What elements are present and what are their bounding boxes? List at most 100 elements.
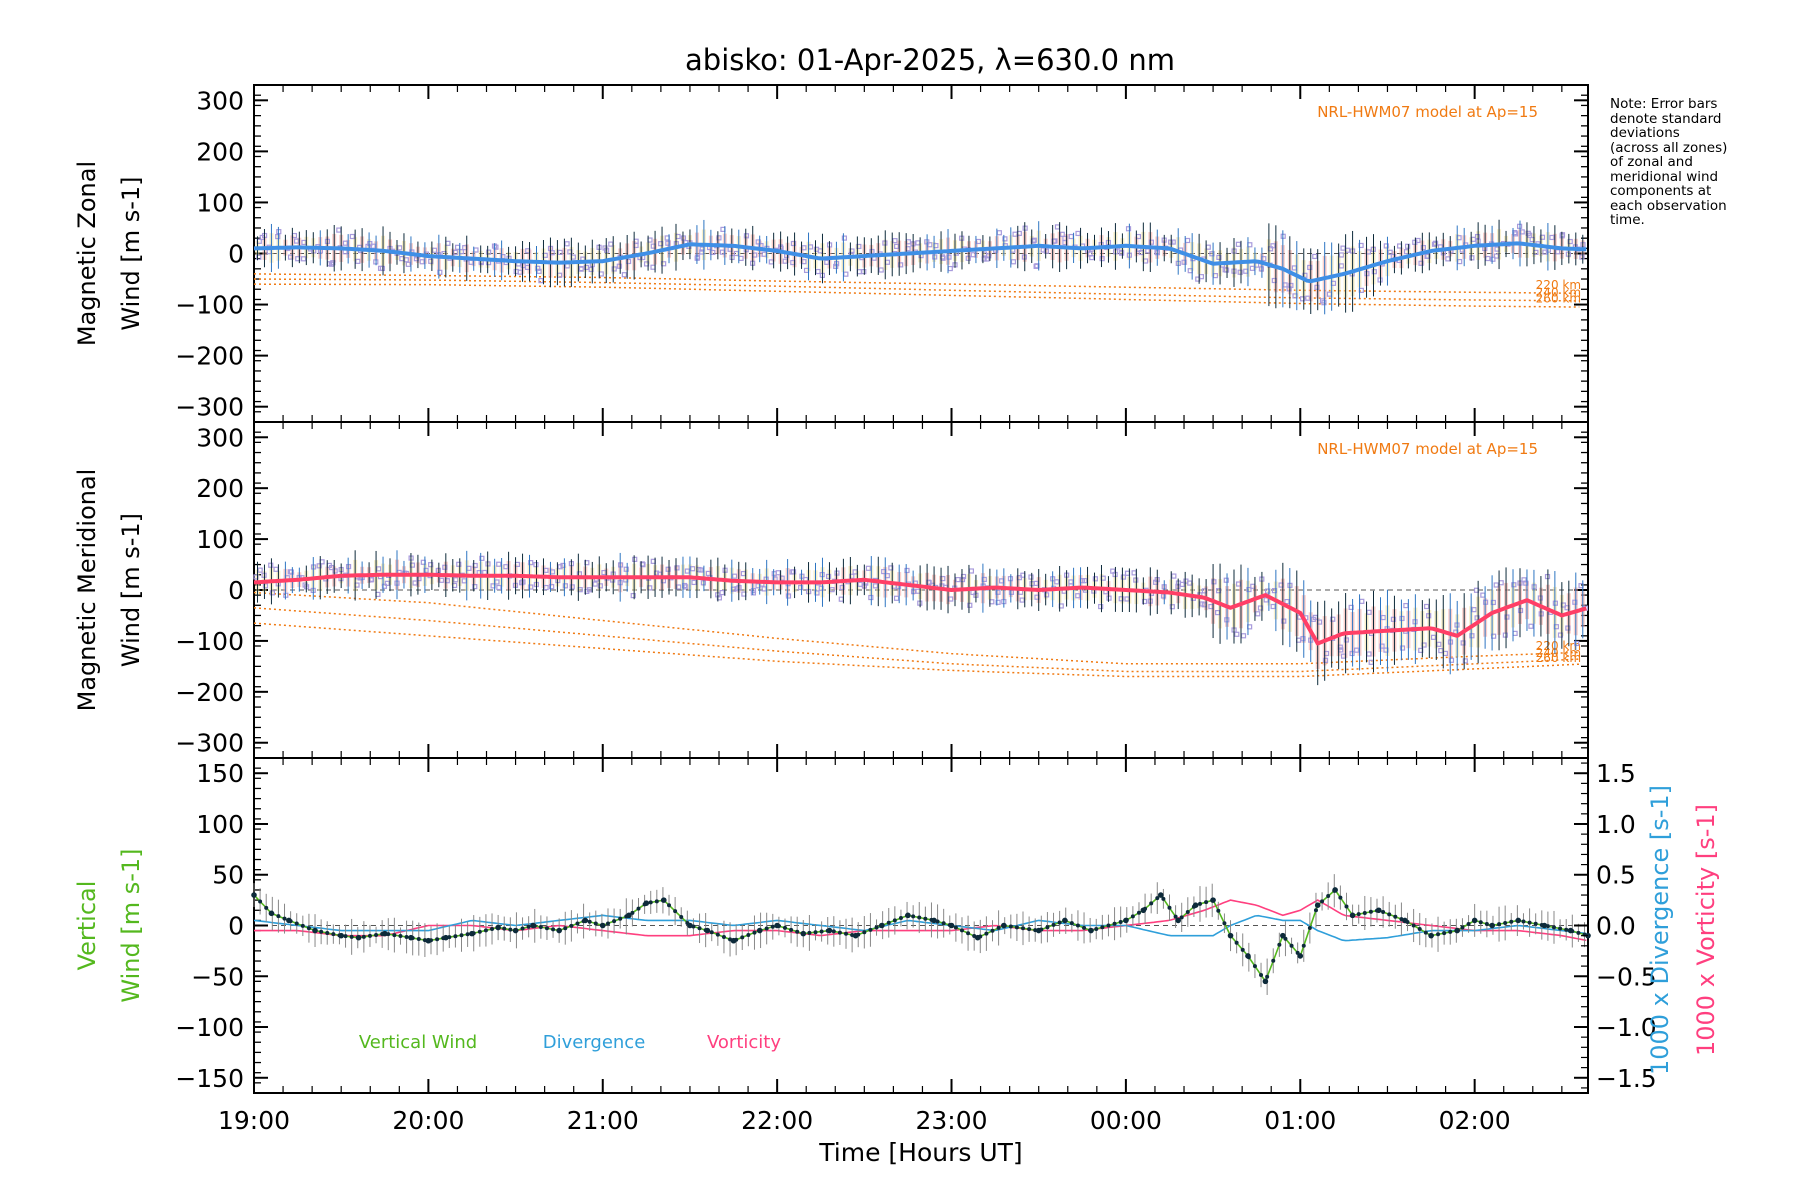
scatter-point (947, 265, 953, 272)
scatter-point (1059, 231, 1065, 237)
chart-title: abisko: 01-Apr-2025, λ=630.0 nm (685, 43, 1175, 77)
scatter-point (479, 555, 485, 561)
scatter-point (856, 243, 862, 250)
scatter-point (1368, 659, 1374, 665)
data-point (1466, 921, 1471, 926)
scatter-point (705, 570, 712, 577)
data-point (819, 929, 824, 934)
scatter-point (503, 564, 509, 570)
y-tick-label: −200 (175, 342, 244, 371)
data-point (1375, 908, 1380, 913)
scatter-point (452, 249, 459, 255)
data-point (1155, 896, 1160, 901)
data-point (831, 929, 836, 934)
x-tick-label: 01:00 (1264, 1106, 1336, 1135)
data-point (1527, 920, 1532, 925)
scatter-point (932, 254, 938, 260)
scatter-point (316, 563, 322, 569)
scatter-point (1110, 568, 1116, 574)
data-point (386, 932, 391, 937)
scatter-point (1307, 264, 1313, 271)
scatter-point (1511, 582, 1517, 588)
legend-item: Vertical Wind (359, 1032, 477, 1053)
data-point (782, 925, 787, 930)
data-point (1509, 919, 1514, 924)
scatter-point (1125, 226, 1132, 232)
scatter-point (1554, 249, 1561, 255)
scatter-point (413, 256, 420, 262)
scatter-point (1574, 640, 1580, 647)
scatter-point (616, 263, 622, 269)
scatter-point (1168, 239, 1174, 245)
scatter-point (293, 238, 300, 244)
scatter-point (904, 567, 910, 574)
data-point (416, 937, 421, 942)
data-point (941, 921, 946, 926)
data-point (1167, 905, 1172, 910)
data-point (1136, 910, 1141, 915)
scatter-point (1082, 578, 1088, 584)
scatter-point (1124, 596, 1130, 602)
data-point (435, 937, 440, 942)
y-axis-label-right: 1000 x Vorticity [s-1] (1692, 804, 1720, 1056)
scatter-point (1504, 614, 1510, 620)
scatter-point (376, 566, 382, 572)
scatter-point (843, 271, 849, 277)
model-line-240-km (253, 278, 1580, 302)
scatter-point (1565, 625, 1571, 631)
scatter-point (1528, 623, 1534, 629)
data-point (1344, 904, 1349, 909)
data-point (300, 923, 305, 928)
data-point (1143, 906, 1148, 911)
scatter-point (435, 567, 441, 574)
scatter-point (1480, 592, 1486, 598)
scatter-point (1068, 579, 1074, 585)
scatter-point (405, 261, 411, 267)
scatter-point (676, 584, 682, 590)
data-point (825, 928, 830, 933)
data-point (874, 925, 879, 930)
data-point (673, 909, 678, 914)
scatter-point (798, 584, 804, 591)
scatter-point (1212, 272, 1218, 279)
scatter-point (731, 573, 738, 579)
data-point (709, 930, 714, 935)
scatter-point (562, 583, 568, 589)
data-point (1490, 923, 1495, 928)
scatter-point (1250, 583, 1256, 589)
scatter-point (584, 560, 590, 566)
y-tick-label: 0 (228, 240, 244, 269)
x-axis-label: Time [Hours UT] (818, 1138, 1022, 1167)
scatter-point (630, 592, 636, 599)
data-point (374, 932, 379, 937)
scatter-point (785, 593, 792, 599)
data-point (1008, 924, 1013, 929)
data-point (1472, 918, 1477, 923)
scatter-point (1405, 243, 1411, 249)
scatter-point (1291, 265, 1297, 271)
data-point (459, 933, 464, 938)
scatter-point (841, 235, 847, 241)
scatter-point (1120, 574, 1127, 580)
scatter-point (986, 253, 992, 259)
data-point (557, 928, 562, 933)
y-tick-label: 300 (196, 86, 244, 115)
data-point (1356, 912, 1361, 917)
data-point (1551, 925, 1556, 930)
data-point (306, 926, 311, 931)
data-point (1057, 920, 1062, 925)
scatter-point (1371, 269, 1377, 275)
scatter-point (1552, 600, 1558, 606)
data-point (465, 932, 470, 937)
scatter-point (1557, 632, 1564, 638)
data-point (1191, 904, 1196, 909)
scatter-point (1399, 645, 1406, 651)
scatter-point (893, 595, 900, 601)
scatter-point (1438, 647, 1444, 654)
data-point (453, 934, 458, 939)
data-point (966, 931, 971, 936)
data-point (1515, 918, 1520, 923)
scatter-point (269, 590, 276, 596)
scatter-point (996, 230, 1002, 236)
model-line-240-km (253, 607, 1580, 673)
